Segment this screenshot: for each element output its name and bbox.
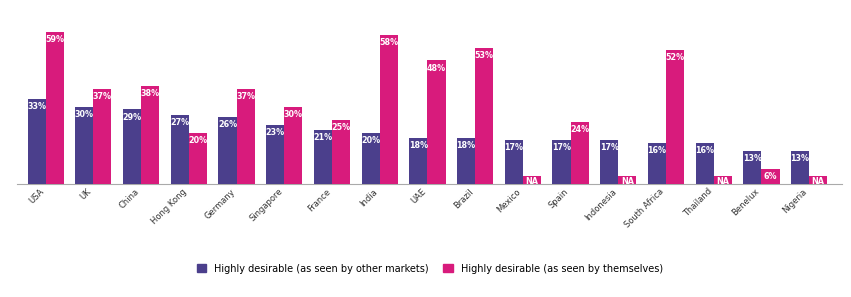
Text: 25%: 25% (331, 123, 351, 132)
Text: 30%: 30% (283, 110, 303, 119)
Text: 33%: 33% (27, 102, 46, 111)
Text: 48%: 48% (427, 64, 446, 72)
Text: 53%: 53% (475, 51, 494, 60)
Bar (171, 115, 189, 184)
Bar (237, 89, 254, 184)
Text: 20%: 20% (188, 136, 208, 145)
Bar (618, 176, 637, 184)
Text: 6%: 6% (763, 172, 777, 181)
Bar (475, 48, 494, 184)
Text: 17%: 17% (552, 143, 571, 152)
Bar (284, 107, 302, 184)
Text: 59%: 59% (45, 35, 64, 44)
Text: 18%: 18% (408, 141, 428, 150)
Bar (314, 130, 332, 184)
Bar (809, 176, 827, 184)
Bar (762, 169, 780, 184)
Bar (523, 176, 541, 184)
Bar (94, 89, 111, 184)
Text: 23%: 23% (266, 128, 285, 137)
Bar (695, 143, 714, 184)
Text: 29%: 29% (123, 113, 141, 121)
Bar (380, 35, 397, 184)
Text: 17%: 17% (505, 143, 523, 152)
Text: 20%: 20% (361, 136, 380, 145)
Bar (409, 138, 427, 184)
Bar (714, 176, 732, 184)
Bar (427, 61, 446, 184)
Text: 16%: 16% (648, 146, 666, 155)
Bar (266, 125, 284, 184)
Bar (648, 143, 666, 184)
Bar (141, 86, 159, 184)
Bar (791, 151, 809, 184)
Text: 17%: 17% (600, 143, 619, 152)
Bar (46, 32, 64, 184)
Bar (457, 138, 475, 184)
Text: 13%: 13% (791, 154, 809, 163)
Bar (552, 140, 570, 184)
Text: 37%: 37% (93, 92, 112, 101)
Bar (27, 99, 46, 184)
Bar (332, 120, 350, 184)
Text: 16%: 16% (695, 146, 714, 155)
Text: 18%: 18% (456, 141, 476, 150)
Bar (570, 122, 589, 184)
Bar (743, 151, 762, 184)
Bar (600, 140, 618, 184)
Text: 30%: 30% (75, 110, 94, 119)
Text: NA: NA (717, 177, 729, 186)
Bar (362, 132, 380, 184)
Text: 58%: 58% (380, 38, 398, 47)
Bar (219, 117, 237, 184)
Bar (505, 140, 523, 184)
Text: 27%: 27% (170, 118, 189, 127)
Text: NA: NA (812, 177, 825, 186)
Text: 21%: 21% (313, 133, 333, 142)
Text: 37%: 37% (236, 92, 255, 101)
Bar (666, 50, 684, 184)
Text: NA: NA (525, 177, 539, 186)
Text: 52%: 52% (665, 53, 684, 62)
Legend: Highly desirable (as seen by other markets), Highly desirable (as seen by themse: Highly desirable (as seen by other marke… (192, 260, 667, 277)
Text: 13%: 13% (743, 154, 762, 163)
Bar (75, 107, 94, 184)
Text: 24%: 24% (570, 125, 589, 134)
Bar (123, 109, 141, 184)
Bar (189, 132, 207, 184)
Text: 26%: 26% (218, 120, 237, 129)
Text: NA: NA (620, 177, 634, 186)
Text: 38%: 38% (140, 89, 160, 98)
